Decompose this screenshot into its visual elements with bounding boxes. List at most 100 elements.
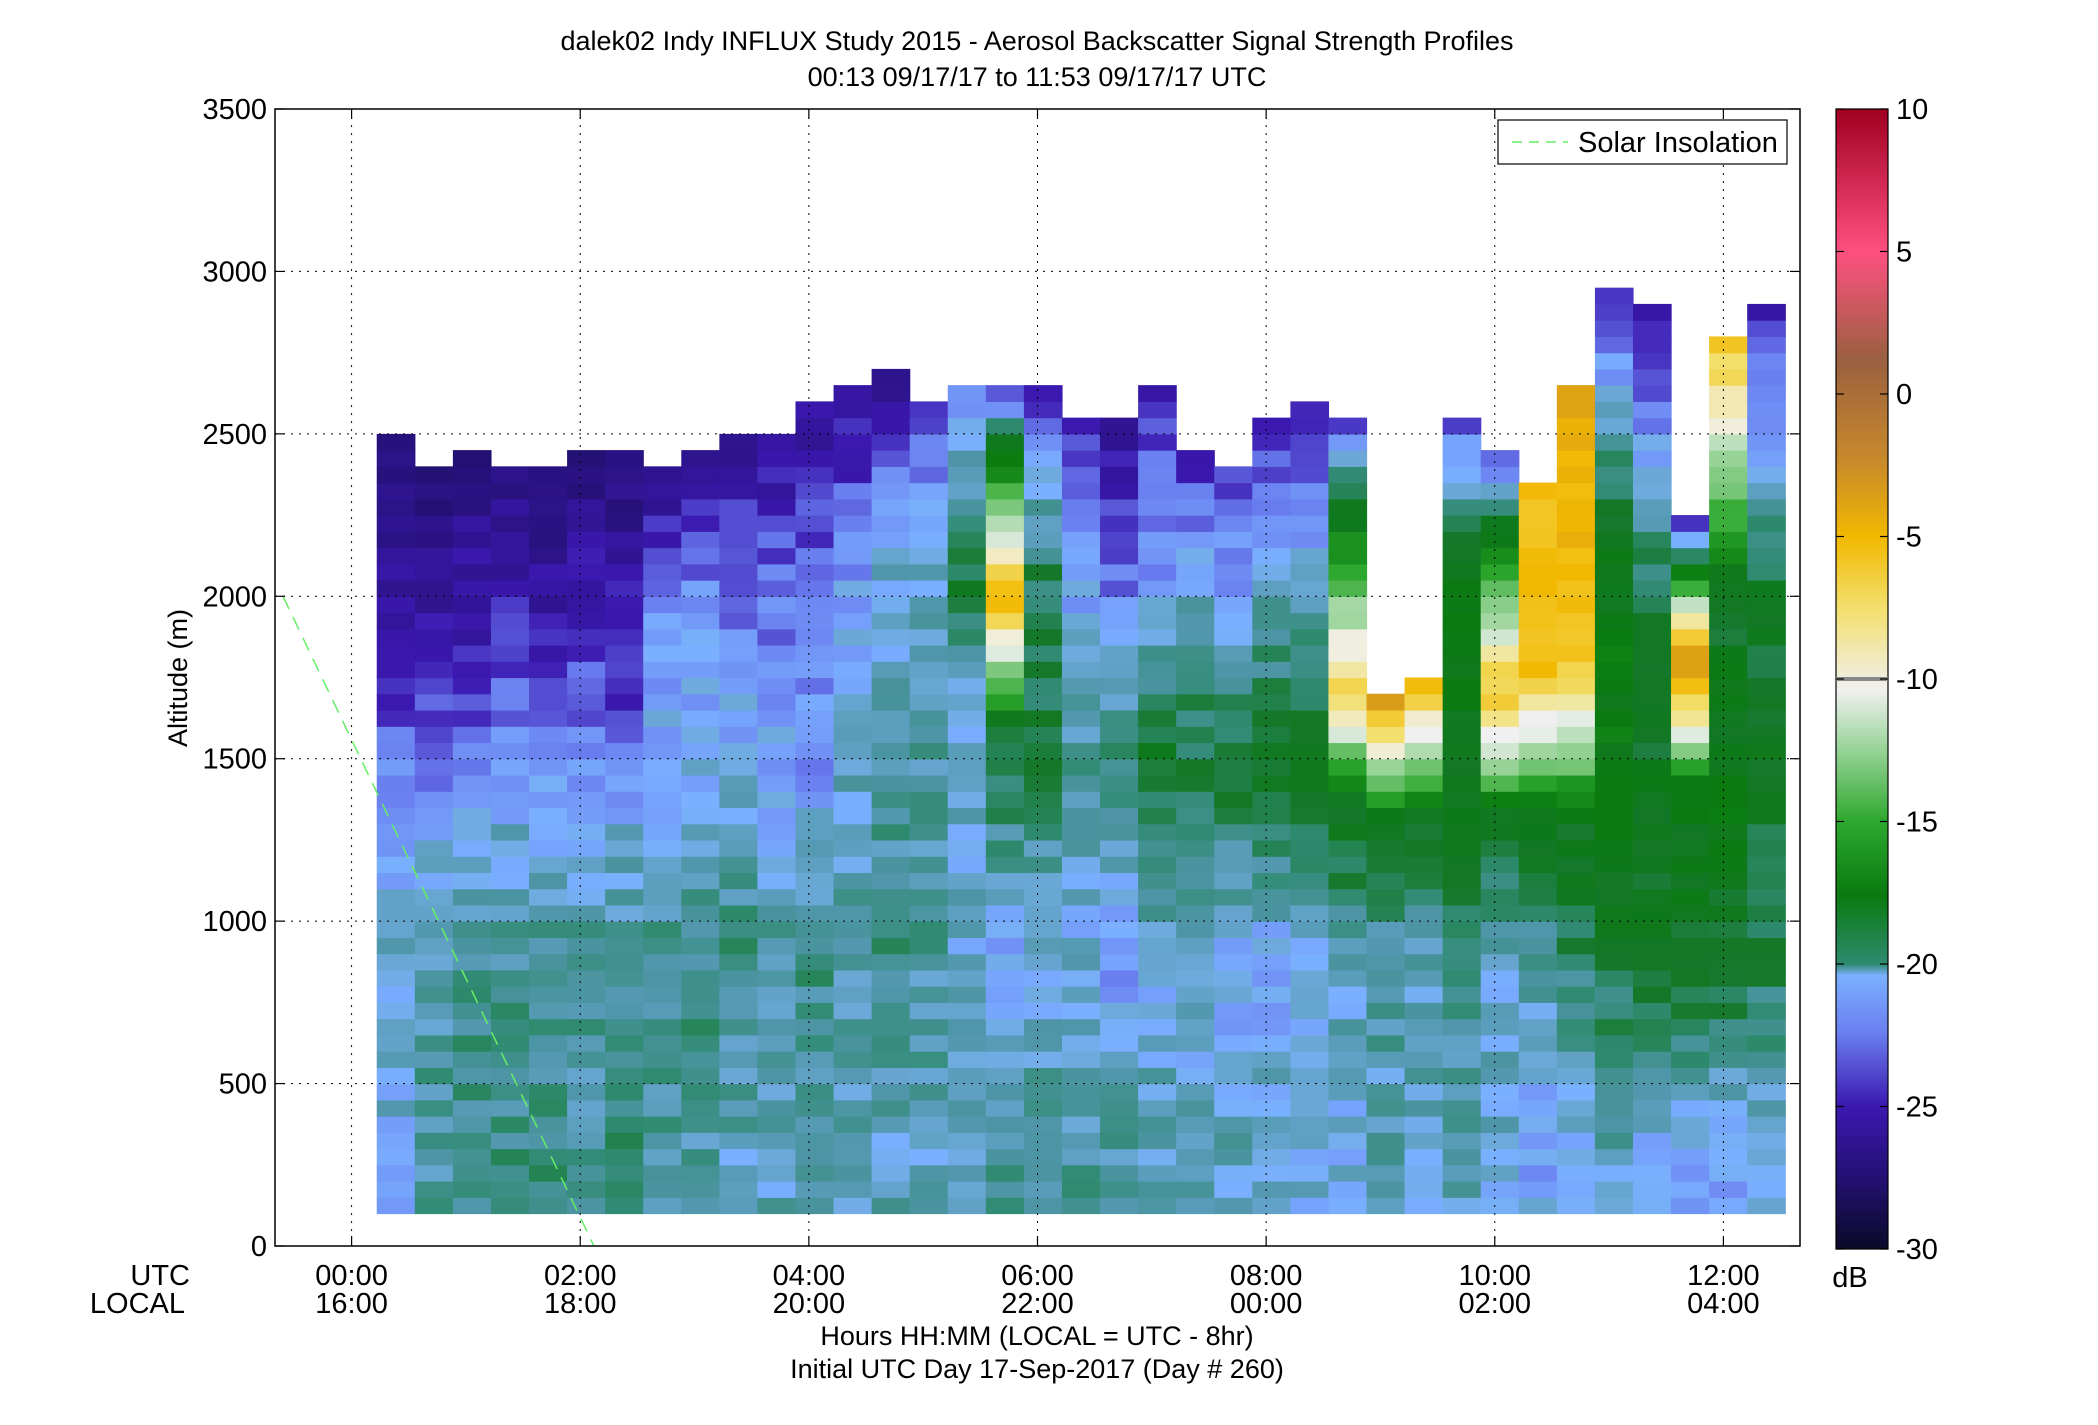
- heatmap-cell: [1709, 709, 1748, 727]
- x-row-label-local: LOCAL: [90, 1288, 185, 1320]
- heatmap-cell: [719, 839, 759, 857]
- heatmap-cell: [1404, 969, 1444, 987]
- heatmap-cell: [414, 969, 454, 987]
- heatmap-cell: [719, 823, 759, 841]
- heatmap-cell: [909, 758, 949, 776]
- heatmap-cell: [414, 531, 454, 549]
- heatmap-cell: [529, 969, 568, 987]
- heatmap-cell: [833, 888, 873, 906]
- heatmap-cell: [757, 986, 797, 1003]
- heatmap-cell: [567, 515, 606, 532]
- heatmap-cell: [1061, 547, 1101, 565]
- x-tick-label-local: 16:00: [315, 1288, 388, 1320]
- heatmap-cell: [1518, 807, 1558, 825]
- heatmap-cell: [1518, 1002, 1558, 1020]
- heatmap-cell: [1632, 677, 1672, 695]
- heatmap-cell: [1556, 1083, 1596, 1101]
- heatmap-cell: [1518, 791, 1558, 809]
- heatmap-cell: [719, 969, 759, 987]
- heatmap-cell: [757, 482, 797, 500]
- heatmap-cell: [1556, 1051, 1596, 1068]
- heatmap-cell: [1328, 563, 1368, 581]
- heatmap-cell: [1328, 1148, 1368, 1166]
- heatmap-cell: [985, 1164, 1025, 1182]
- heatmap-cell: [1518, 1197, 1558, 1215]
- heatmap-cell: [529, 807, 568, 825]
- heatmap-cell: [1214, 693, 1253, 711]
- heatmap-cell: [643, 1197, 682, 1215]
- heatmap-cell: [1328, 450, 1368, 467]
- heatmap-cell: [1214, 839, 1253, 857]
- heatmap-cell: [414, 1067, 454, 1085]
- heatmap-cell: [1138, 628, 1177, 646]
- heatmap-cell: [909, 1067, 949, 1085]
- heatmap-cell: [1328, 986, 1368, 1003]
- heatmap-cell: [490, 953, 530, 971]
- heatmap-cell: [1442, 709, 1482, 727]
- heatmap-cell: [1671, 1099, 1710, 1117]
- heatmap-cell: [1176, 791, 1215, 809]
- heatmap-cell: [376, 433, 416, 451]
- heatmap-cell: [1290, 580, 1330, 597]
- heatmap-cell: [1632, 904, 1672, 922]
- heatmap-cell: [1328, 1083, 1368, 1101]
- heatmap-cell: [1671, 1116, 1710, 1133]
- colorbar-tick-label: -10: [1896, 664, 1938, 696]
- heatmap-cell: [985, 1051, 1025, 1068]
- heatmap-cell: [1366, 758, 1406, 776]
- heatmap-cell: [1518, 839, 1558, 857]
- heatmap-cell: [605, 807, 644, 825]
- heatmap-cell: [1290, 969, 1330, 987]
- heatmap-cell: [376, 986, 416, 1003]
- heatmap-cell: [1518, 758, 1558, 776]
- heatmap-cell: [1556, 791, 1596, 809]
- heatmap-cell: [1747, 433, 1786, 451]
- heatmap-cell: [1176, 1018, 1215, 1036]
- heatmap-cell: [833, 1018, 873, 1036]
- heatmap-cell: [757, 661, 797, 679]
- heatmap-cell: [985, 417, 1025, 435]
- heatmap-cell: [1328, 612, 1368, 630]
- heatmap-cell: [1632, 303, 1672, 321]
- heatmap-cell: [1556, 953, 1596, 971]
- heatmap-cell: [1480, 693, 1520, 711]
- heatmap-cell: [757, 709, 797, 727]
- heatmap-cell: [414, 645, 454, 662]
- heatmap-cell: [909, 774, 949, 792]
- heatmap-cell: [529, 1116, 568, 1133]
- heatmap-cell: [1556, 531, 1596, 549]
- y-tick-label: 3000: [202, 256, 267, 288]
- heatmap-cell: [757, 1181, 797, 1198]
- heatmap-cell: [681, 547, 720, 565]
- heatmap-cell: [757, 612, 797, 630]
- heatmap-cell: [567, 774, 606, 792]
- heatmap-cell: [452, 888, 492, 906]
- heatmap-cell: [1556, 645, 1596, 662]
- heatmap-cell: [795, 904, 835, 922]
- x-row-label-utc: UTC: [130, 1260, 190, 1292]
- heatmap-cell: [985, 807, 1025, 825]
- heatmap-cell: [833, 904, 873, 922]
- heatmap-cell: [1138, 531, 1177, 549]
- heatmap-cell: [1594, 645, 1634, 662]
- heatmap-cell: [1290, 1181, 1330, 1198]
- heatmap-cell: [719, 645, 759, 662]
- heatmap-cell: [1290, 888, 1330, 906]
- heatmap-cell: [1671, 1164, 1710, 1182]
- heatmap-cell: [452, 1197, 492, 1215]
- heatmap-cell: [1480, 1197, 1520, 1215]
- heatmap-cell: [529, 515, 568, 532]
- heatmap-cell: [605, 498, 644, 516]
- heatmap-cell: [1556, 450, 1596, 467]
- heatmap-cell: [1709, 1018, 1748, 1036]
- heatmap-cell: [1671, 709, 1710, 727]
- heatmap-cell: [681, 872, 720, 890]
- heatmap-cell: [681, 1148, 720, 1166]
- heatmap-cell: [1252, 872, 1291, 890]
- heatmap-cell: [985, 791, 1025, 809]
- heatmap-cell: [414, 709, 454, 727]
- heatmap-cell: [1480, 1002, 1520, 1020]
- heatmap-cell: [490, 1051, 530, 1068]
- heatmap-cell: [452, 1132, 492, 1150]
